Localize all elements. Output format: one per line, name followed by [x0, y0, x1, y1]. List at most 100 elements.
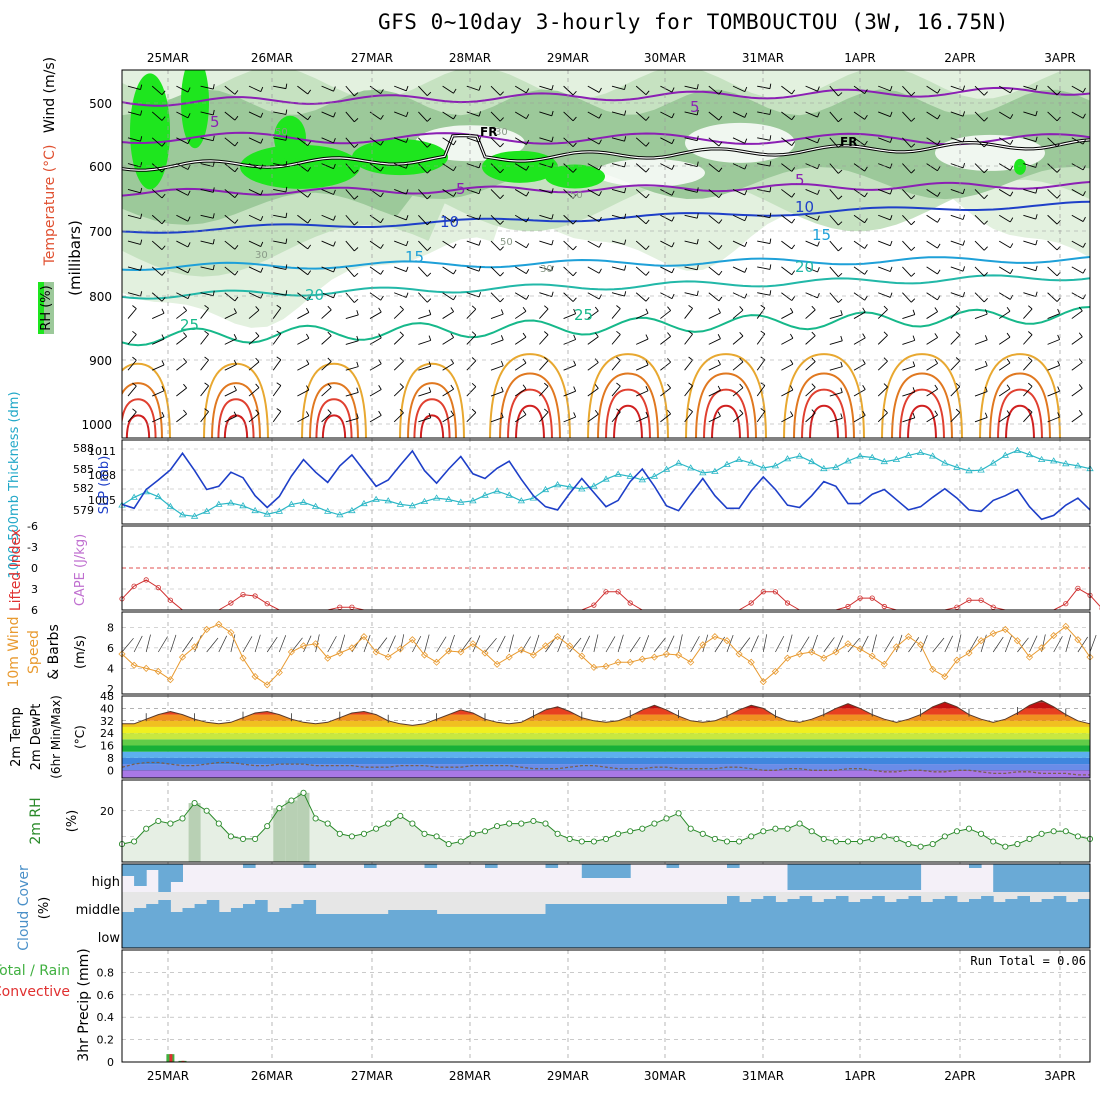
wind-barb	[974, 416, 988, 423]
thickness-point	[783, 455, 792, 462]
cloud-mid-bar	[388, 910, 401, 920]
wind-barb	[539, 111, 552, 117]
wind-barb	[297, 85, 309, 95]
wind-barb-flag	[525, 294, 530, 300]
rh2m-point	[433, 833, 440, 840]
cloud-high-bar	[618, 864, 631, 878]
cloud-mid-bar	[218, 912, 232, 920]
wind-barb	[442, 240, 454, 249]
wind-barb	[998, 240, 1011, 249]
precip-tick: 0	[107, 1056, 114, 1069]
isotherm-warm	[419, 414, 445, 438]
wind-barb	[394, 137, 407, 143]
wind-barb-flag	[984, 309, 988, 315]
wind10-barb	[666, 635, 675, 653]
slp-left-tick: 585	[73, 463, 94, 476]
wind-barb	[902, 214, 912, 226]
wind-barb-flag	[453, 295, 457, 301]
wind-barb	[877, 386, 888, 397]
isotherm-warm	[809, 404, 839, 438]
wind10-point	[662, 650, 671, 658]
temp-band	[122, 714, 1090, 721]
wind-barb-flag	[255, 383, 260, 388]
wind-barb	[878, 292, 891, 298]
wind-barb-flag	[378, 307, 382, 313]
wind-barb-flag	[380, 166, 384, 172]
wind-barb	[442, 292, 454, 301]
thickness-point	[820, 464, 828, 472]
wind10-barb	[508, 634, 514, 653]
date-label-bottom: 28MAR	[449, 1069, 491, 1083]
wind-barb-flag	[883, 305, 888, 310]
wind-barb	[708, 338, 721, 345]
wind-barb	[998, 85, 1011, 94]
wind-barb	[345, 340, 359, 345]
thickness-point	[553, 481, 562, 488]
wind10-barb	[387, 635, 396, 653]
wind-barb	[587, 240, 600, 248]
wind-barb-flag	[234, 219, 239, 224]
wind-barb-flag	[817, 292, 820, 298]
wind-barb-flag	[624, 213, 627, 219]
wind-barb-flag	[1035, 188, 1038, 194]
wind-barb-flag	[450, 384, 454, 390]
wind-barb-flag	[500, 412, 504, 418]
wind-barb	[297, 240, 309, 250]
li-tick: 3	[31, 583, 38, 596]
wind-barb	[1023, 360, 1033, 371]
wind-barb-flag	[380, 114, 384, 120]
isotherm-warm	[211, 382, 261, 438]
wind-barb	[587, 163, 600, 171]
date-label-bottom: 31MAR	[742, 1069, 784, 1083]
wind-barb	[974, 313, 988, 319]
wind10-barb	[968, 636, 979, 653]
wind-barb	[611, 411, 621, 423]
wind-barb	[321, 163, 334, 170]
rh2m-point	[143, 825, 150, 832]
wind-barb	[1047, 292, 1058, 302]
wind-barb-flag	[645, 167, 650, 173]
thickness-point	[650, 472, 659, 479]
wind-barb-flag	[551, 214, 554, 220]
wind10-barb	[496, 635, 506, 653]
wind-barb-flag	[1009, 139, 1014, 145]
wind-barb	[926, 388, 938, 397]
wind-barb-flag	[883, 409, 888, 414]
wind-barb-flag	[962, 240, 966, 246]
wind-barb-flag	[840, 387, 843, 393]
wind-barb-flag	[983, 168, 988, 174]
wind-barb-flag	[522, 358, 527, 364]
wind-barb	[587, 388, 599, 397]
wind-barb	[708, 111, 720, 121]
li-point	[760, 589, 766, 595]
cloud-mid-bar	[376, 914, 389, 920]
wind10-barb	[920, 635, 928, 653]
cloud-mid-bar	[243, 904, 256, 920]
wind-barb-flag	[161, 90, 166, 95]
isotherm-25	[122, 306, 1090, 347]
wind-barb	[418, 292, 428, 303]
wind10-point	[771, 667, 779, 676]
wind-barb	[369, 389, 382, 397]
wind-barb	[273, 214, 287, 219]
wind-barb	[636, 390, 649, 397]
wind-barb-flag	[426, 143, 432, 148]
cloud-mid-bar	[400, 910, 413, 920]
wind-barb-flag	[645, 308, 649, 314]
wind-barb	[757, 111, 771, 115]
temp-label-1: 2m Temp	[9, 707, 24, 767]
wind-barb	[418, 163, 428, 174]
rh2m-point	[373, 825, 380, 832]
thickness-point	[602, 475, 610, 482]
wind-barb	[514, 388, 527, 397]
wind-barb-flag	[187, 216, 191, 222]
wind-barb-flag	[688, 356, 693, 361]
thickness-point	[928, 452, 937, 459]
isotherm-label: 10	[440, 213, 459, 231]
cloud-mid-bar	[1065, 902, 1079, 920]
cloud-high-bar	[884, 864, 897, 890]
wind-barb-flag	[405, 85, 409, 91]
wind-barb	[635, 266, 647, 276]
wind-barb	[176, 137, 189, 145]
wind-barb-flag	[161, 411, 165, 417]
